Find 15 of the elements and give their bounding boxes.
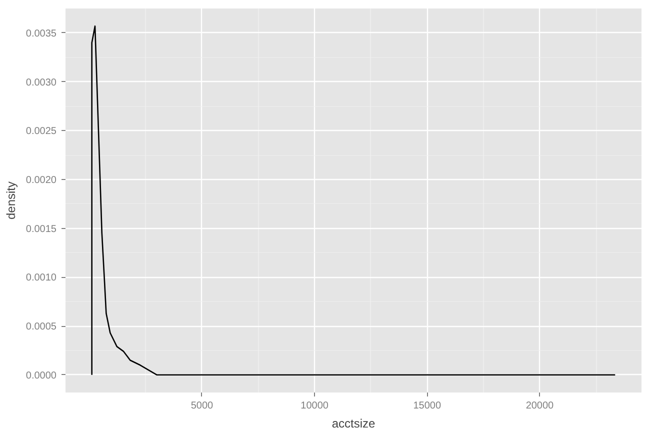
x-tick-label: 15000 <box>413 400 442 412</box>
y-tick-label: 0.0005 <box>26 322 57 333</box>
y-tick-label: 0.0015 <box>26 224 57 235</box>
y-axis-title: density <box>4 181 18 220</box>
x-tick-label: 20000 <box>526 400 554 412</box>
y-tick-label: 0.0025 <box>26 126 57 138</box>
x-tick-label: 10000 <box>300 400 329 412</box>
x-tick-label: 5000 <box>190 400 214 412</box>
y-tick-label: 0.0010 <box>26 272 57 284</box>
line-series <box>91 25 616 376</box>
y-tick-label: 0.0020 <box>26 174 57 186</box>
x-axis-title: acctsize <box>332 416 376 430</box>
y-tick-label: 0.0000 <box>26 370 57 382</box>
y-tick-label: 0.0035 <box>26 28 57 40</box>
y-tick-label: 0.0030 <box>26 77 57 88</box>
